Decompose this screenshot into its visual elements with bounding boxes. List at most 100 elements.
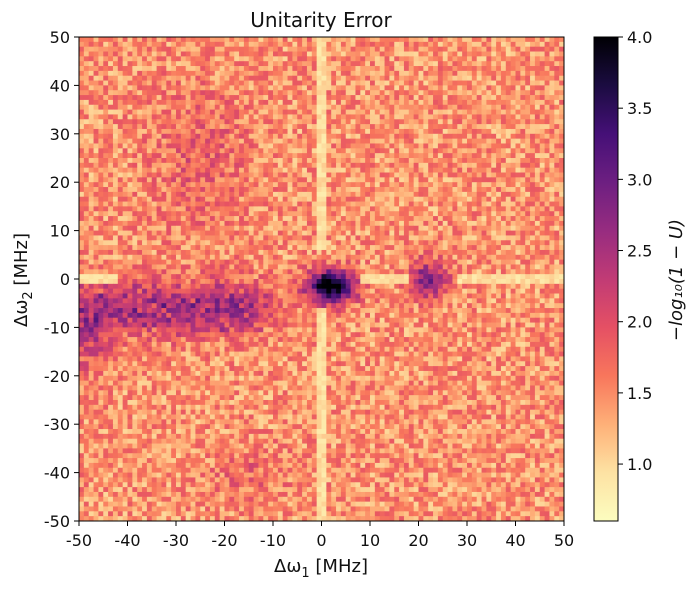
heatmap-cell [122,182,128,188]
heatmap-cell [452,230,458,236]
heatmap-cell [287,143,293,149]
heatmap-cell [515,177,521,183]
heatmap-cell [112,119,119,125]
heatmap-cell [103,70,109,77]
heatmap-cell [214,133,221,140]
heatmap-cell [316,201,322,207]
heatmap-cell [437,51,444,57]
heatmap-cell [471,61,478,67]
heatmap-cell [467,114,473,120]
heatmap-cell [413,85,419,91]
heatmap-cell [491,254,497,261]
heatmap-cell [176,114,182,120]
heatmap-cell [180,75,187,81]
heatmap-cell [180,61,187,67]
heatmap-cell [467,162,473,169]
heatmap-cell [467,182,473,188]
heatmap-cell [263,114,269,120]
heatmap-cell [93,37,99,43]
heatmap-cell [195,99,201,106]
heatmap-cell [93,104,99,110]
heatmap-cell [83,37,90,43]
heatmap-cell [423,114,429,120]
heatmap-cell [549,51,555,57]
heatmap-cell [83,177,90,183]
heatmap-cell [234,158,240,164]
heatmap-cell [457,90,463,96]
heatmap-cell [471,70,478,77]
heatmap-cell [355,269,361,275]
heatmap-cell [340,143,347,149]
heatmap-cell [340,158,347,164]
heatmap-cell [302,216,308,222]
heatmap-cell [530,85,536,91]
heatmap-cell [195,182,201,188]
heatmap-cell [190,75,196,81]
heatmap-cell [277,254,284,261]
heatmap-cell [117,70,124,77]
heatmap-cell [142,240,148,246]
heatmap-cell [253,80,259,86]
heatmap-cell [418,254,424,261]
heatmap-cell [442,177,448,183]
heatmap-cell [137,274,143,280]
heatmap-cell [355,249,361,256]
heatmap-cell [554,124,560,130]
heatmap-cell [171,245,177,251]
heatmap-cell [486,172,492,178]
heatmap-cell [500,162,507,169]
heatmap-cell [156,254,162,261]
heatmap-cell [180,138,187,144]
heatmap-cell [403,211,410,217]
heatmap-cell [190,245,196,251]
heatmap-cell [500,41,507,48]
heatmap-cell [190,51,196,57]
heatmap-cell [156,158,162,164]
heatmap-cell [350,80,356,86]
heatmap-cell [457,46,463,52]
heatmap-cell [457,66,463,72]
heatmap-cell [146,211,153,217]
heatmap-cell [224,220,230,227]
heatmap-cell [515,245,521,251]
heatmap-cell [520,114,526,120]
heatmap-cell [554,104,560,110]
heatmap-cell [93,167,99,173]
heatmap-cell [151,235,157,241]
heatmap-cell [360,46,366,52]
heatmap-cell [539,274,545,280]
heatmap-cell [467,245,473,251]
heatmap-cell [423,177,429,183]
heatmap-cell [98,138,104,144]
heatmap-cell [476,230,482,236]
heatmap-cell [491,80,497,86]
heatmap-cell [98,264,104,270]
heatmap-cell [403,225,410,231]
heatmap-cell [389,240,395,246]
heatmap-cell [418,37,424,43]
heatmap-cell [122,153,128,159]
heatmap-cell [534,109,541,115]
heatmap-cell [253,109,259,115]
heatmap-cell [316,37,322,43]
heatmap-cell [326,51,332,57]
heatmap-cell [117,51,124,57]
heatmap-cell [195,269,201,275]
heatmap-cell [321,249,327,256]
heatmap-cell [287,114,293,120]
heatmap-cell [559,269,565,275]
heatmap-cell [132,230,138,236]
heatmap-cell [554,211,560,217]
heatmap-cell [282,162,288,169]
heatmap-cell [258,51,264,57]
heatmap-cell [137,56,143,62]
heatmap-cell [253,225,259,231]
heatmap-cell [423,254,429,261]
heatmap-cell [234,254,240,261]
heatmap-cell [176,138,182,144]
heatmap-cell [156,119,162,125]
heatmap-cell [151,51,157,57]
heatmap-cell [176,75,182,81]
heatmap-cell [297,225,303,231]
heatmap-cell [316,109,322,115]
